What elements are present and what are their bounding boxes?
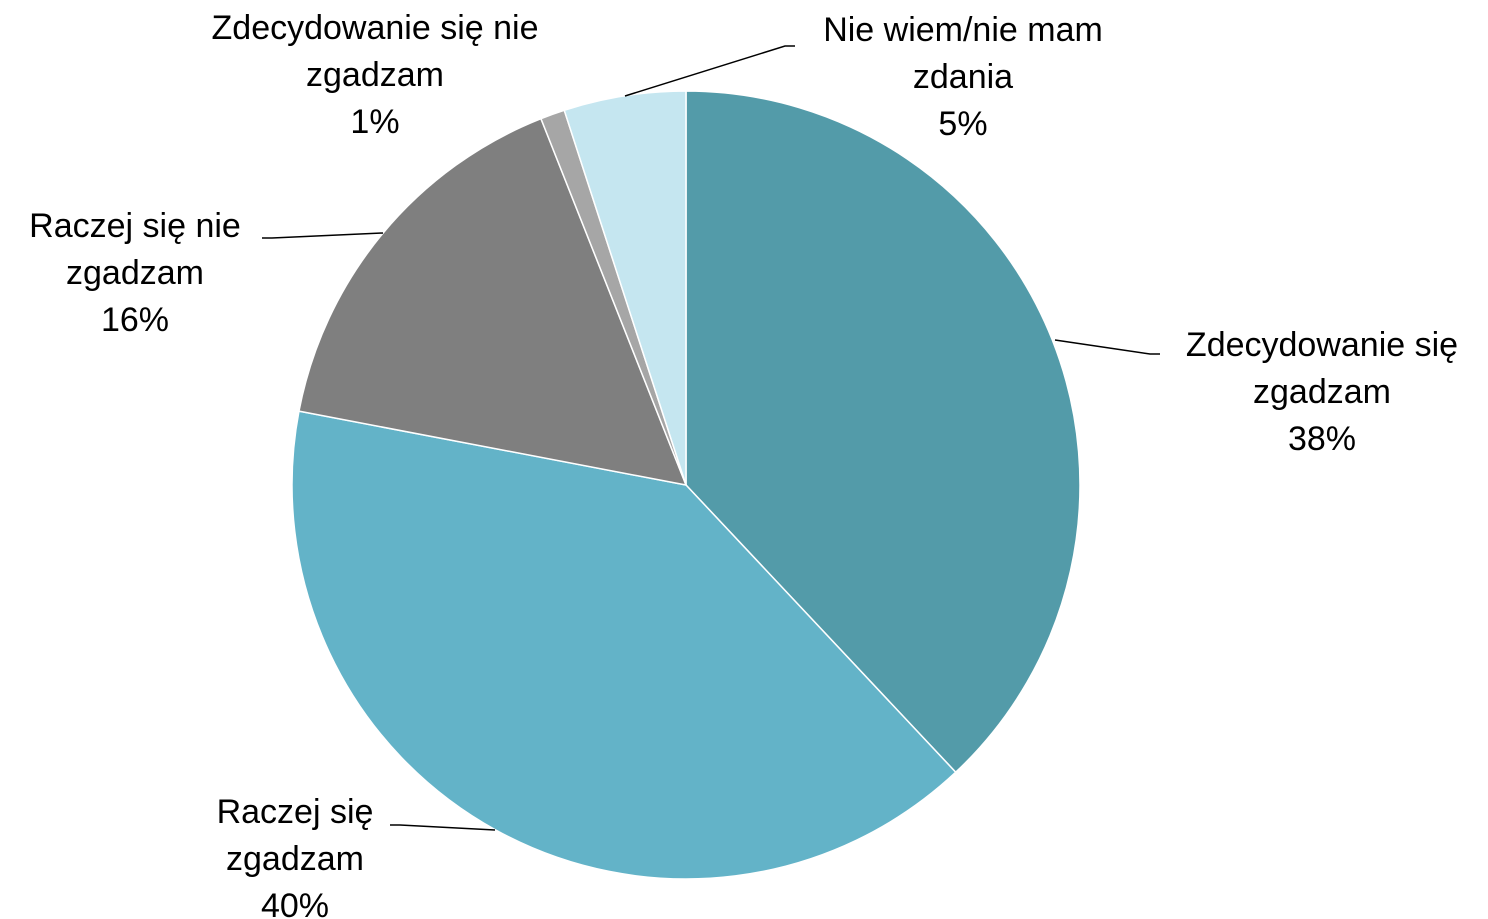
slice-label: Raczej się nie zgadzam 16% (5, 203, 265, 344)
slice-label: Nie wiem/nie mam zdania 5% (793, 7, 1133, 148)
leader-line (390, 824, 496, 831)
value-label: 16% (100, 301, 170, 339)
value-label: 38% (1287, 420, 1357, 458)
pie-slice (685, 90, 1081, 774)
leader-line (262, 232, 384, 239)
value-label: 5% (938, 105, 988, 143)
value-label: 40% (260, 887, 330, 919)
category-name: Nie wiem/nie mam zdania (823, 11, 1103, 96)
category-name: Raczej się nie zgadzam (29, 207, 241, 292)
category-name: Zdecydowanie się nie zgadzam (211, 9, 539, 94)
leader-line (624, 45, 795, 97)
slice-label: Raczej się zgadzam 40% (195, 789, 395, 919)
pie-slice (298, 117, 688, 486)
category-name: Zdecydowanie się zgadzam (1185, 326, 1459, 411)
pie-slice (291, 410, 957, 880)
value-label: 1% (350, 103, 400, 141)
leader-line (1054, 339, 1160, 355)
slice-label: Zdecydowanie się zgadzam 38% (1157, 322, 1487, 463)
pie-slice (563, 90, 687, 486)
category-name: Raczej się zgadzam (216, 793, 374, 878)
slice-label: Zdecydowanie się nie zgadzam 1% (210, 5, 540, 146)
